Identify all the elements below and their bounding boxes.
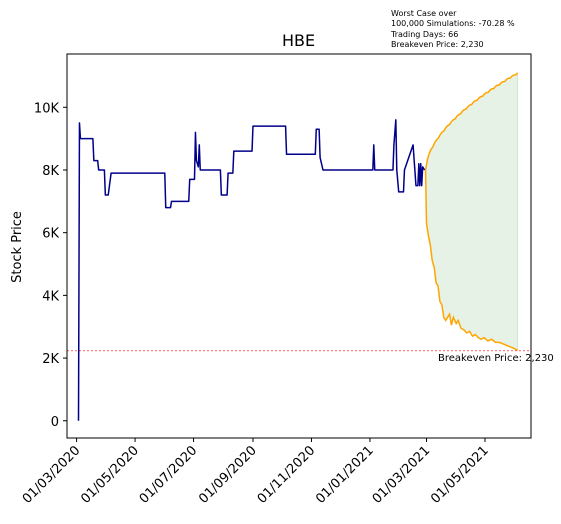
note-line-1: Worst Case over bbox=[391, 9, 457, 18]
y-tick-label: 10K bbox=[34, 101, 60, 116]
x-tick-label: 01/01/2021 bbox=[313, 443, 377, 507]
note-line-4: Breakeven Price: 2,230 bbox=[391, 40, 484, 49]
x-tick-label: 01/11/2020 bbox=[255, 443, 319, 507]
x-tick-label: 01/05/2020 bbox=[78, 443, 142, 507]
y-tick-label: 4K bbox=[42, 289, 59, 304]
simulation-upper-line bbox=[424, 72, 519, 171]
note-line-2: 100,000 Simulations: -70.28 % bbox=[391, 19, 515, 28]
x-tick-label: 01/03/2021 bbox=[370, 443, 434, 507]
chart-title: HBE bbox=[282, 31, 315, 50]
x-tick-label: 01/09/2020 bbox=[196, 443, 260, 507]
y-axis-title: Stock Price bbox=[10, 211, 25, 283]
simulation-note: Worst Case over 100,000 Simulations: -70… bbox=[390, 9, 515, 49]
y-axis: 0 2K 4K 6K 8K 10K bbox=[34, 101, 67, 430]
simulation-lower-line bbox=[424, 169, 518, 351]
x-axis: 01/03/202001/05/202001/07/202001/09/2020… bbox=[20, 438, 492, 507]
series-layer bbox=[77, 72, 519, 421]
y-tick-label: 0 bbox=[51, 415, 59, 430]
note-line-3: Trading Days: 66 bbox=[390, 30, 458, 39]
x-tick-label: 01/07/2020 bbox=[137, 443, 201, 507]
y-tick-label: 8K bbox=[42, 164, 59, 179]
plot-frame bbox=[66, 53, 532, 439]
breakeven-label: Breakeven Price: 2,230 bbox=[438, 353, 554, 364]
x-tick-label: 01/05/2021 bbox=[428, 443, 492, 507]
historical-price-line bbox=[77, 119, 426, 421]
simulation-band bbox=[425, 72, 518, 351]
y-tick-label: 2K bbox=[42, 352, 59, 367]
simulation-fill-layer bbox=[425, 72, 519, 351]
y-tick-label: 6K bbox=[42, 227, 59, 242]
x-tick-label: 01/03/2020 bbox=[20, 443, 84, 507]
